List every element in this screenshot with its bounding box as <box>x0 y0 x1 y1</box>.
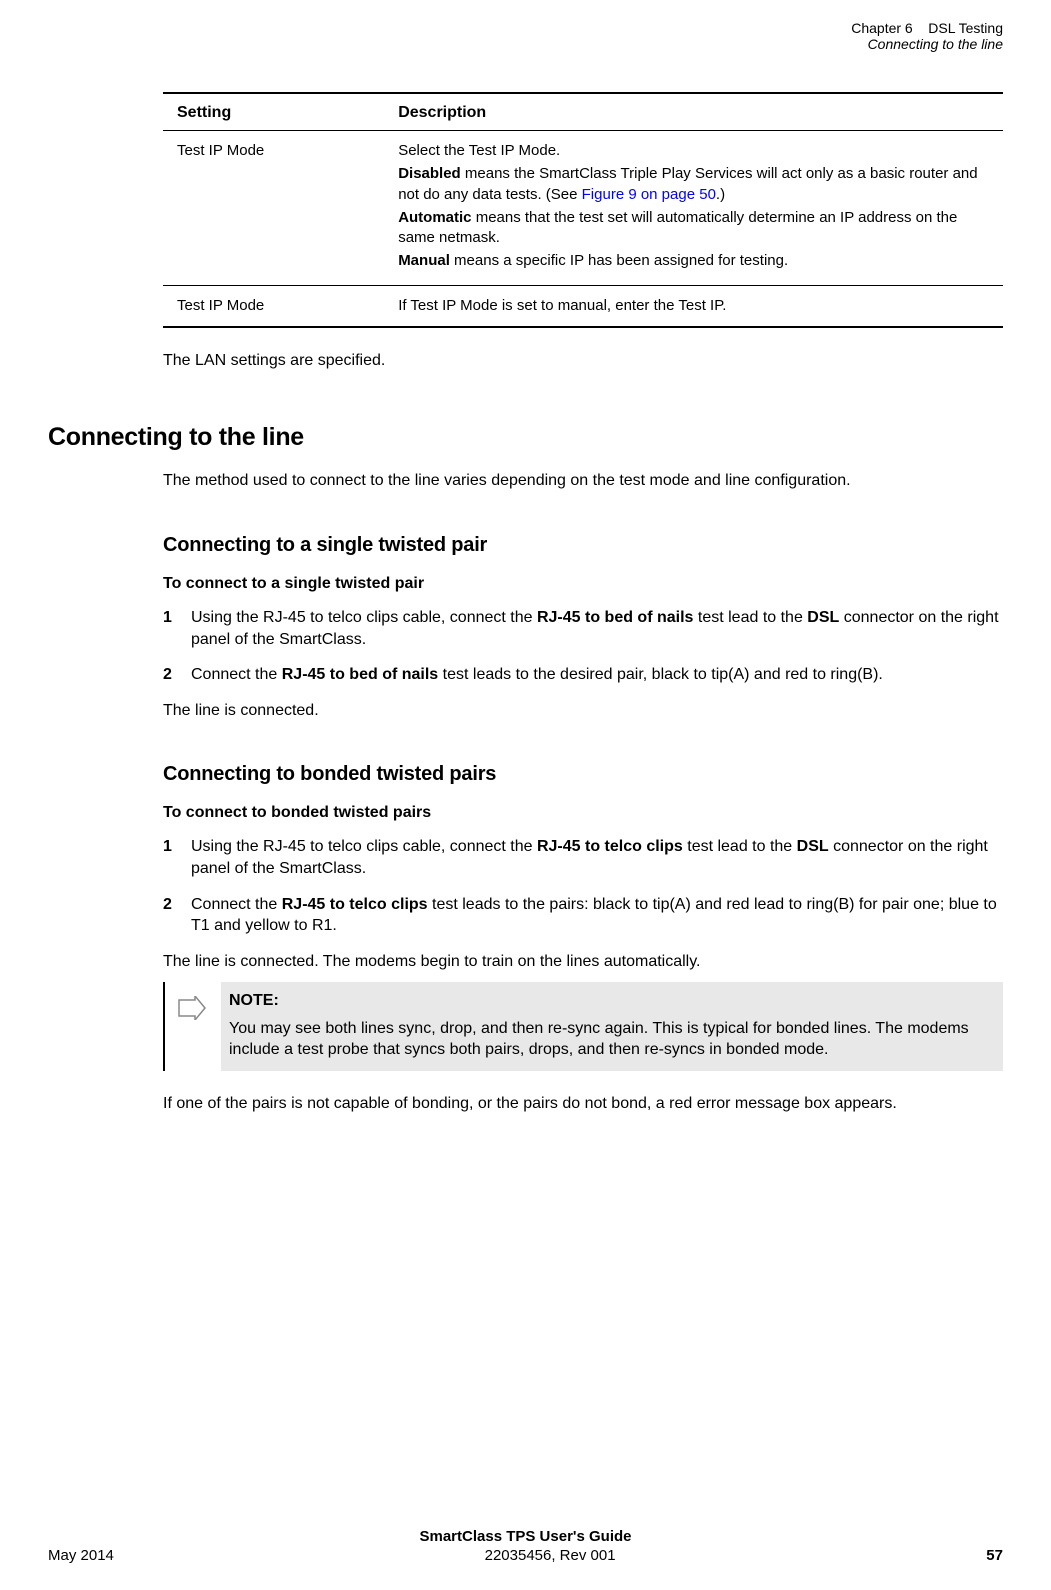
settings-table: Setting Description Test IP Mode Select … <box>163 92 1003 328</box>
step-number: 1 <box>163 607 191 650</box>
note-content: NOTE: You may see both lines sync, drop,… <box>221 982 1003 1071</box>
table-cell-setting: Test IP Mode <box>163 131 398 286</box>
subsection-bonded-pair: Connecting to bonded twisted pairs <box>163 763 1003 786</box>
step-item: 2 Connect the RJ-45 to telco clips test … <box>163 894 1003 937</box>
page-footer: SmartClass TPS User's Guide May 2014 220… <box>48 1528 1003 1564</box>
table-header-description: Description <box>398 93 1003 131</box>
table-cell-description: Select the Test IP Mode. Disabled means … <box>398 131 1003 286</box>
table-header-setting: Setting <box>163 93 398 131</box>
procedure-heading-bonded: To connect to bonded twisted pairs <box>163 804 1003 822</box>
step-text: Connect the RJ-45 to telco clips test le… <box>191 894 1003 937</box>
desc-automatic: Automatic means that the test set will a… <box>398 208 985 249</box>
header-section: Connecting to the line <box>868 36 1003 52</box>
table-cell-setting: Test IP Mode <box>163 285 398 327</box>
header-chapter-title: DSL Testing <box>928 20 1003 36</box>
footer-title: SmartClass TPS User's Guide <box>48 1528 1003 1545</box>
desc-intro: Select the Test IP Mode. <box>398 141 985 161</box>
single-done-text: The line is connected. <box>163 700 1003 722</box>
lan-specified-text: The LAN settings are specified. <box>163 350 1003 372</box>
step-item: 1 Using the RJ-45 to telco clips cable, … <box>163 836 1003 879</box>
subsection-single-pair: Connecting to a single twisted pair <box>163 534 1003 557</box>
table-cell-description: If Test IP Mode is set to manual, enter … <box>398 285 1003 327</box>
page-header: Chapter 6 DSL Testing Connecting to the … <box>48 20 1003 52</box>
figure-link[interactable]: Figure 9 on page 50 <box>582 186 716 203</box>
step-item: 2 Connect the RJ-45 to bed of nails test… <box>163 664 1003 686</box>
procedure-steps-bonded: 1 Using the RJ-45 to telco clips cable, … <box>163 836 1003 936</box>
procedure-heading-single: To connect to a single twisted pair <box>163 575 1003 593</box>
desc-disabled: Disabled means the SmartClass Triple Pla… <box>398 164 985 205</box>
bonded-after-text: If one of the pairs is not capable of bo… <box>163 1093 1003 1115</box>
arrow-right-icon <box>177 996 207 1020</box>
step-number: 1 <box>163 836 191 879</box>
step-text: Using the RJ-45 to telco clips cable, co… <box>191 836 1003 879</box>
table-row: Test IP Mode If Test IP Mode is set to m… <box>163 285 1003 327</box>
step-number: 2 <box>163 664 191 686</box>
intro-text: The method used to connect to the line v… <box>163 470 1003 492</box>
step-text: Connect the RJ-45 to bed of nails test l… <box>191 664 1003 686</box>
note-icon-cell <box>165 982 221 1071</box>
table-row: Test IP Mode Select the Test IP Mode. Di… <box>163 131 1003 286</box>
footer-docnum: 22035456, Rev 001 <box>485 1547 616 1564</box>
note-box: NOTE: You may see both lines sync, drop,… <box>163 982 1003 1071</box>
note-body: You may see both lines sync, drop, and t… <box>229 1018 993 1061</box>
step-number: 2 <box>163 894 191 937</box>
desc-manual: Manual means a specific IP has been assi… <box>398 251 985 271</box>
footer-page-number: 57 <box>986 1547 1003 1564</box>
note-title: NOTE: <box>229 990 993 1012</box>
section-heading-connecting: Connecting to the line <box>48 423 1003 452</box>
bonded-done-text: The line is connected. The modems begin … <box>163 951 1003 973</box>
header-chapter-prefix: Chapter 6 <box>851 20 912 36</box>
footer-date: May 2014 <box>48 1547 114 1564</box>
procedure-steps-single: 1 Using the RJ-45 to telco clips cable, … <box>163 607 1003 686</box>
step-text: Using the RJ-45 to telco clips cable, co… <box>191 607 1003 650</box>
step-item: 1 Using the RJ-45 to telco clips cable, … <box>163 607 1003 650</box>
